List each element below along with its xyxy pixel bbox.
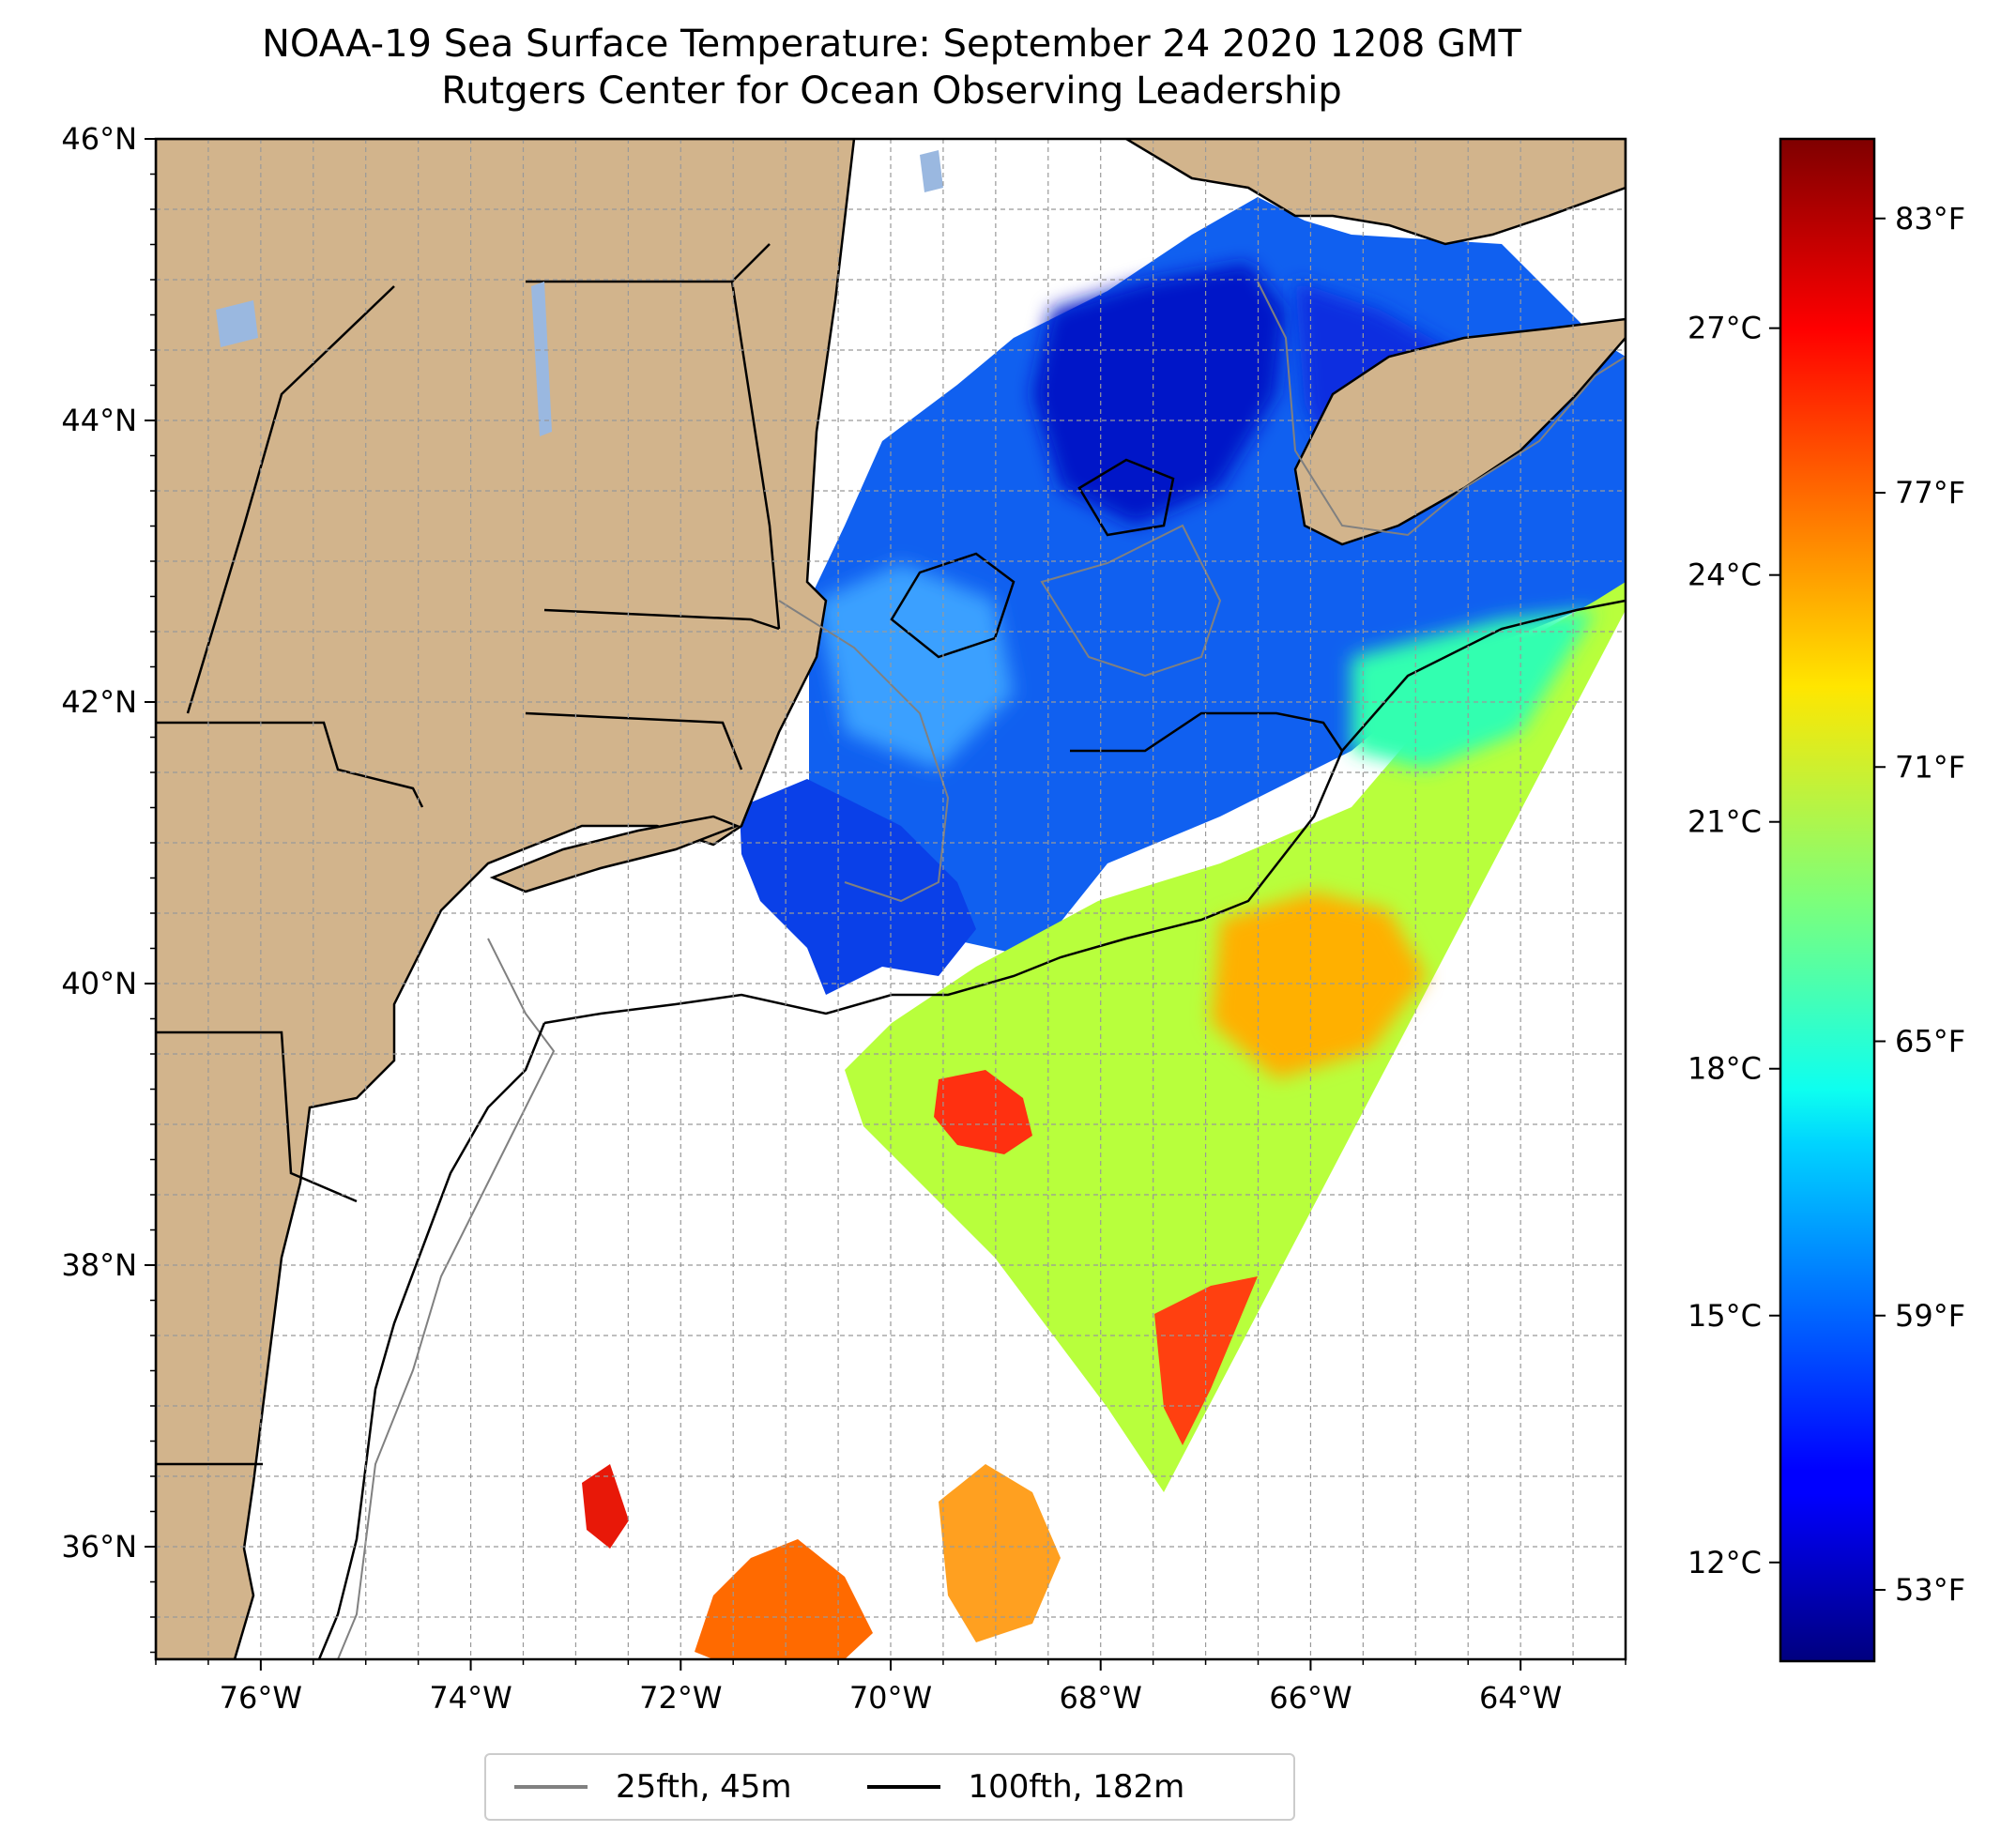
celsius-tick-label: 12°C [1688,1545,1762,1580]
lat-tick-label: 40°N [61,966,137,1001]
lon-tick-label: 68°W [1060,1680,1142,1716]
celsius-tick-label: 24°C [1688,557,1762,593]
sst-red-eddy [934,1070,1032,1154]
lat-tick-label: 38°N [61,1247,137,1283]
celsius-tick-label: 15°C [1688,1298,1762,1334]
bathymetry-25fth [337,281,1626,1659]
sst-orange-eddy [1211,892,1427,1079]
sst-cyan-band [1352,610,1596,770]
legend-item-25fth: 25fth, 45m [514,1768,792,1806]
legend-label-100fth: 100fth, 182m [968,1768,1185,1806]
colorbar-celsius-axis: 12°C 15°C 18°C 21°C 24°C 27°C [1688,311,1780,1580]
sst-south-patches [695,1539,873,1659]
land-mainland [156,139,856,1659]
colorbar [1779,137,1876,1663]
lon-tick-label: 72°W [639,1680,722,1716]
legend-swatch-25fth [514,1785,588,1789]
bathymetry-100fth [317,458,1626,1659]
sst-red-southeast [1154,1276,1258,1445]
fahrenheit-tick-label: 53°F [1895,1572,1965,1608]
fahrenheit-tick-label: 83°F [1895,201,1965,237]
legend-item-100fth: 100fth, 182m [866,1768,1185,1806]
legend-swatch-100fth [866,1785,940,1789]
title-line-1: NOAA-19 Sea Surface Temperature: Septemb… [262,23,1521,66]
title-line-2: Rutgers Center for Ocean Observing Leade… [441,69,1342,113]
lon-tick-label: 76°W [220,1680,302,1716]
lon-tick-label: 66°W [1269,1680,1352,1716]
legend-label-25fth: 25fth, 45m [616,1768,792,1806]
celsius-tick-label: 18°C [1688,1051,1762,1087]
colorbar-fahrenheit-axis: 53°F 59°F 65°F 71°F 77°F 83°F [1874,201,1965,1608]
lat-tick-label: 36°N [61,1529,137,1565]
lake-champlain [531,282,552,436]
state-borders [156,243,781,1466]
latitude-axis: 36°N 38°N 40°N 42°N 44°N 46°N [61,121,156,1654]
lon-tick-label: 70°W [849,1680,932,1716]
lake-moosehead [920,150,943,192]
sst-south-patches-3 [582,1464,629,1549]
legend: 25fth, 45m 100fth, 182m [484,1753,1295,1821]
land-nova-scotia [1293,317,1626,546]
lake-ontario-sliver [216,300,258,347]
lat-tick-label: 44°N [61,403,137,438]
lon-tick-label: 64°W [1479,1680,1562,1716]
lat-tick-label: 46°N [61,121,137,157]
fahrenheit-tick-label: 59°F [1895,1298,1965,1334]
fahrenheit-tick-label: 77°F [1895,475,1965,511]
fahrenheit-tick-label: 71°F [1895,749,1965,785]
lat-tick-label: 42°N [61,684,137,720]
celsius-tick-label: 27°C [1688,311,1762,346]
longitude-axis: 76°W 74°W 72°W 70°W 68°W 66°W 64°W [155,1659,1627,1716]
sst-very-cold-region [1032,263,1286,526]
chart-title: NOAA-19 Sea Surface Temperature: Septemb… [0,21,1783,114]
sst-layer [156,139,1626,1659]
sst-nantucket-shoals [817,563,1014,770]
fahrenheit-tick-label: 65°F [1895,1024,1965,1060]
land-maritimes [1123,139,1626,246]
lon-tick-label: 74°W [429,1680,512,1716]
celsius-tick-label: 21°C [1688,804,1762,840]
sst-south-patches-2 [939,1464,1061,1642]
